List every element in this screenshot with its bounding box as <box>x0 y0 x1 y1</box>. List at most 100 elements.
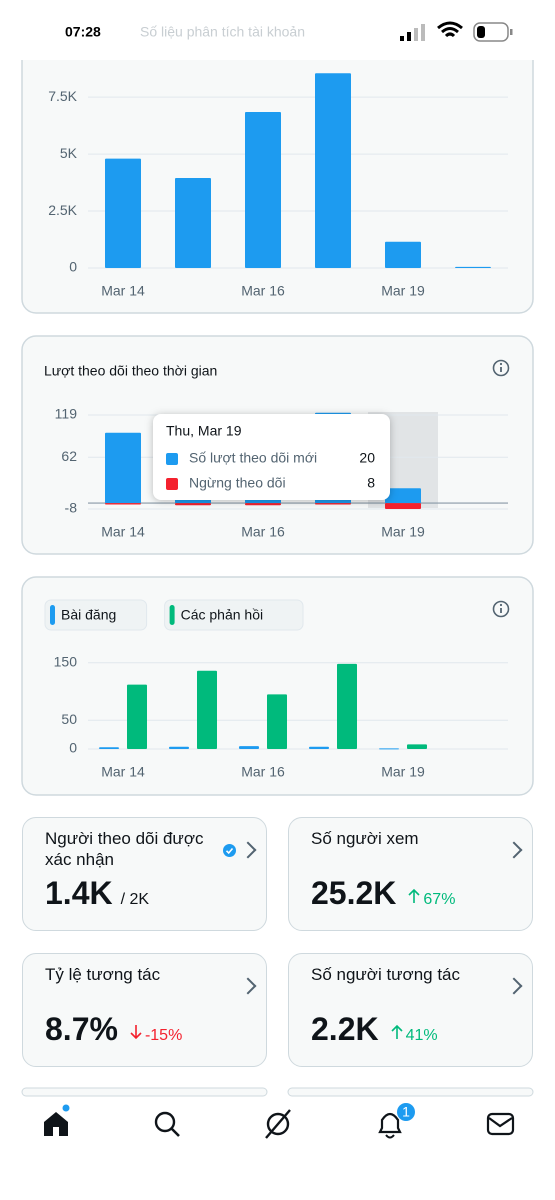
x-tick-label: Mar 16 <box>241 524 285 540</box>
info-icon[interactable] <box>492 359 510 377</box>
legend-label: Các phản hồi <box>181 607 264 623</box>
card-value: 8.7% -15% <box>45 1011 182 1048</box>
metric-card[interactable]: Tỷ lệ tương tác 8.7% -15% <box>22 953 267 1067</box>
badge: 1 <box>402 1104 410 1120</box>
card-title: Số người xem <box>311 829 419 848</box>
nav-search[interactable] <box>154 1111 180 1137</box>
x-tick-label: Mar 19 <box>381 524 425 540</box>
metric-card[interactable]: Số người tương tác 2.2K 41% <box>288 953 533 1067</box>
card-value: 25.2K 67% <box>311 875 455 912</box>
value: 1.4K <box>45 875 113 911</box>
tooltip-title: Thu, Mar 19 <box>166 423 242 439</box>
bar <box>267 694 287 749</box>
info-icon[interactable] <box>492 600 510 618</box>
legend-swatch <box>169 605 175 625</box>
chart-title: Lượt theo dõi theo thời gian <box>44 363 217 379</box>
bar <box>127 684 147 749</box>
tooltip-label: Số lượt theo dõi mới <box>189 450 317 466</box>
tooltip: Thu, Mar 19 Số lượt theo dõi mới 20 Ngừng t… <box>153 414 390 500</box>
metric-card[interactable]: Người theo dõi được xác nhận 1.4K / 2K <box>22 817 267 931</box>
bar <box>105 432 141 504</box>
tooltip-swatch <box>166 478 178 490</box>
y-tick-label: 7.5K <box>48 88 77 104</box>
value: 8.7% <box>45 1011 118 1047</box>
nav-notifications[interactable]: 1 <box>378 1103 415 1139</box>
bar <box>315 73 351 268</box>
change: 41% <box>405 1027 438 1044</box>
tooltip-value: 20 <box>359 450 375 466</box>
legend-item: Các phản hồi <box>164 599 304 631</box>
change: 67% <box>423 891 456 908</box>
x-tick-label: Mar 19 <box>381 283 425 299</box>
card-value: 1.4K / 2K <box>45 875 149 912</box>
card <box>21 1087 268 1097</box>
y-tick-label: 0 <box>69 740 77 756</box>
tooltip-label: Ngừng theo dõi <box>189 475 286 491</box>
bar <box>407 744 427 749</box>
total: / 2K <box>120 891 150 908</box>
y-tick-label: 119 <box>55 406 78 422</box>
x-tick-label: Mar 14 <box>101 283 145 299</box>
bar <box>175 503 211 506</box>
y-tick-label: 5K <box>60 145 78 161</box>
bar <box>337 663 357 749</box>
x-tick-label: Mar 14 <box>101 764 145 780</box>
nav-messages[interactable] <box>486 1112 515 1136</box>
legend-pill <box>164 599 304 631</box>
bar <box>99 747 119 749</box>
trend-arrow <box>408 888 420 903</box>
y-tick-label: 0 <box>69 259 77 275</box>
bar <box>315 503 351 505</box>
y-tick-label: 62 <box>61 448 77 464</box>
legend-pill <box>44 599 148 631</box>
trend-arrow <box>391 1024 403 1039</box>
y-tick-label: 2.5K <box>48 202 77 218</box>
bar <box>169 746 189 749</box>
nav-bar <box>0 1095 555 1200</box>
clock: 07:28 <box>65 24 101 40</box>
bar <box>379 748 399 750</box>
change: -15% <box>144 1027 183 1044</box>
legend-swatch <box>50 605 55 625</box>
card <box>21 576 534 796</box>
x-tick-label: Mar 16 <box>241 283 285 299</box>
card-title: Số người tương tác <box>311 965 461 984</box>
tooltip-box <box>153 414 390 500</box>
card-value: 2.2K 41% <box>311 1011 438 1048</box>
bar <box>239 746 259 749</box>
y-tick-label: -8 <box>65 500 78 516</box>
x-tick-label: Mar 19 <box>381 764 425 780</box>
y-tick-label: 150 <box>54 653 78 669</box>
status-icons <box>400 21 513 42</box>
y-tick-label: 50 <box>61 711 77 727</box>
tooltip-value: 8 <box>367 475 375 491</box>
metric-card[interactable]: Số người xem 25.2K 67% <box>288 817 533 931</box>
bar <box>197 670 217 749</box>
value: 2.2K <box>311 1011 379 1047</box>
tooltip-swatch <box>166 453 178 465</box>
legend-label: Bài đăng <box>61 607 116 623</box>
card-title: Tỷ lệ tương tác <box>45 965 161 984</box>
nav-grok[interactable] <box>265 1109 291 1139</box>
x-tick-label: Mar 16 <box>241 764 285 780</box>
x-tick-label: Mar 14 <box>101 524 145 540</box>
bar <box>175 178 211 268</box>
value: 25.2K <box>311 875 397 911</box>
trend-arrow <box>130 1024 142 1039</box>
bar <box>455 266 491 268</box>
bar <box>105 503 141 505</box>
legend-item: Bài đăng <box>44 599 148 631</box>
card-title: Người theo dõi được xác nhận <box>45 829 204 869</box>
bar <box>245 111 281 268</box>
bar <box>385 503 421 509</box>
nav-home[interactable] <box>44 1104 70 1137</box>
bar <box>385 488 421 504</box>
bar <box>105 158 141 268</box>
card <box>287 1087 534 1097</box>
bar <box>309 746 329 749</box>
verified-badge <box>223 844 236 857</box>
header <box>0 0 555 60</box>
bar <box>385 241 421 268</box>
